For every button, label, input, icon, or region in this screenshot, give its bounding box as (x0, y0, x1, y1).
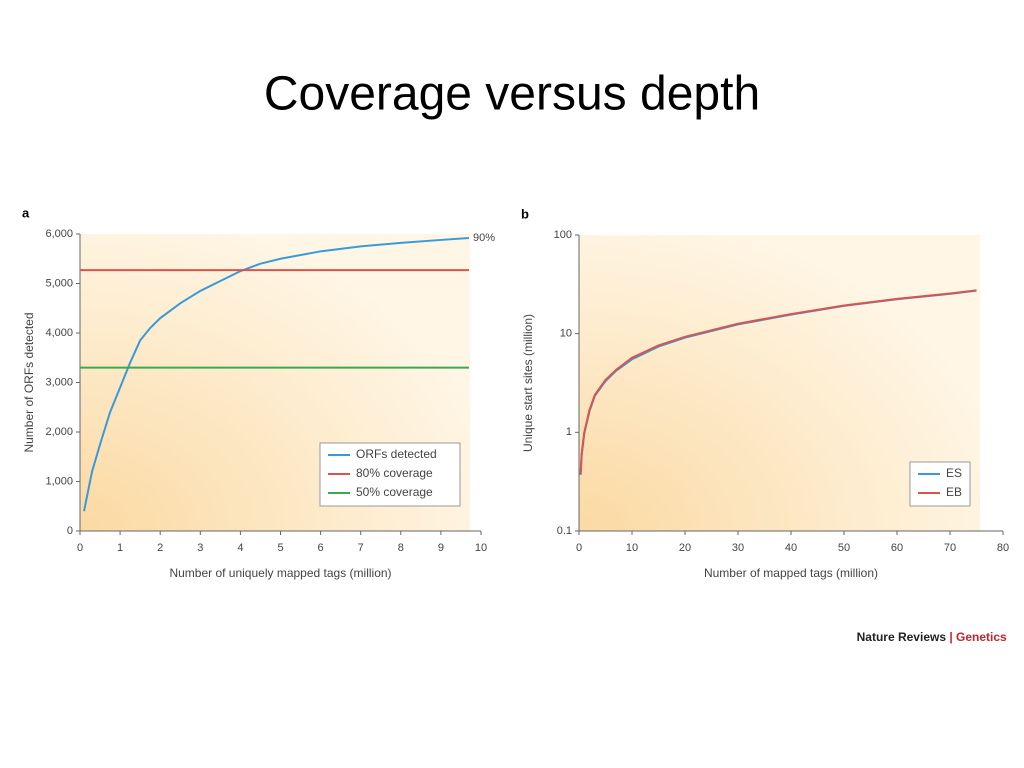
line-series (579, 289, 977, 474)
x-tick-label: 6 (318, 542, 324, 554)
x-tick-label: 70 (944, 542, 956, 554)
x-axis-label: Number of uniquely mapped tags (million) (169, 566, 391, 580)
credit-separator: | (949, 630, 952, 644)
y-axis-label: Number of ORFs detected (22, 312, 36, 452)
credit-journal: Genetics (956, 630, 1007, 644)
y-axis-label: Unique start sites (million) (521, 314, 535, 452)
x-tick-label: 10 (626, 542, 638, 554)
x-tick-label: 8 (398, 542, 404, 554)
y-tick-label: 4,000 (45, 327, 73, 339)
legend-label: ORFs detected (356, 447, 437, 461)
x-tick-label: 5 (277, 542, 283, 554)
y-tick-label: 1 (566, 426, 572, 438)
y-tick-label: 10 (560, 328, 572, 340)
x-tick-label: 4 (237, 542, 243, 554)
x-tick-label: 0 (576, 542, 582, 554)
legend-box (909, 461, 971, 507)
y-tick-label: 6,000 (45, 228, 73, 240)
y-tick-label: 5,000 (45, 277, 73, 289)
y-tick-label: 1,000 (45, 475, 73, 487)
annotation: 90% (473, 232, 495, 244)
x-axis-label: Number of mapped tags (million) (704, 566, 878, 580)
y-tick-label: 100 (554, 229, 572, 241)
legend-label: ES (946, 466, 962, 480)
x-tick-label: 2 (157, 542, 163, 554)
x-tick-label: 1 (117, 542, 123, 554)
y-tick-label: 3,000 (45, 376, 73, 388)
panel-label: b (521, 206, 529, 221)
x-tick-label: 40 (785, 542, 797, 554)
credit-publisher: Nature Reviews (857, 630, 947, 644)
y-tick-label: 0 (67, 525, 73, 537)
x-tick-label: 30 (732, 542, 744, 554)
legend-label: 80% coverage (356, 466, 433, 480)
y-tick-label: 2,000 (45, 426, 73, 438)
x-tick-label: 7 (358, 542, 364, 554)
y-tick-label: 0.1 (557, 525, 572, 537)
x-tick-label: 50 (838, 542, 850, 554)
x-tick-label: 80 (997, 542, 1009, 554)
legend-label: EB (946, 485, 962, 499)
slide-title: Coverage versus depth (264, 68, 760, 121)
x-tick-label: 20 (679, 542, 691, 554)
line-series (83, 236, 470, 512)
x-tick-label: 3 (197, 542, 203, 554)
x-tick-label: 10 (475, 542, 487, 554)
x-tick-label: 0 (77, 542, 83, 554)
panel-label: a (22, 205, 30, 220)
x-tick-label: 60 (891, 542, 903, 554)
legend-label: 50% coverage (356, 485, 433, 499)
x-tick-label: 9 (438, 542, 444, 554)
